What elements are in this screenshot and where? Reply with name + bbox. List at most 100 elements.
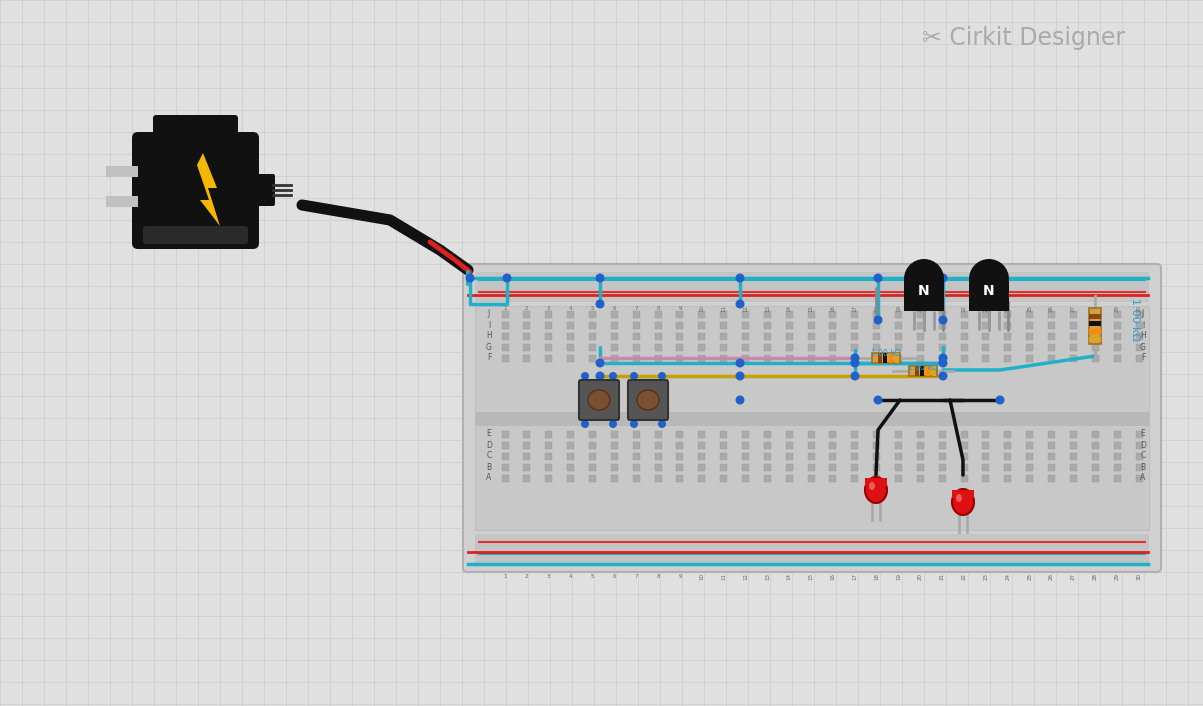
Text: H: H (486, 332, 492, 340)
Bar (865, 478, 887, 486)
Bar (764, 474, 771, 481)
Bar (873, 344, 881, 350)
Text: 17: 17 (852, 573, 858, 580)
Text: 5: 5 (591, 573, 594, 578)
Bar (1092, 354, 1098, 361)
Bar (1089, 314, 1101, 319)
Bar (698, 311, 705, 318)
Circle shape (938, 273, 948, 282)
Bar (873, 474, 881, 481)
Text: 29: 29 (1115, 304, 1120, 311)
Bar (567, 474, 574, 481)
Bar (721, 333, 727, 340)
FancyBboxPatch shape (579, 380, 620, 420)
Bar (742, 333, 749, 340)
Bar (961, 441, 967, 448)
Bar (938, 333, 946, 340)
Bar (698, 344, 705, 350)
Text: 24: 24 (1006, 573, 1011, 580)
Text: 20: 20 (918, 573, 923, 580)
Bar (1005, 431, 1012, 438)
Bar (764, 311, 771, 318)
Bar (742, 464, 749, 470)
Text: 1.00 kΩ: 1.00 kΩ (908, 362, 938, 371)
Text: 17: 17 (852, 304, 858, 311)
Bar (873, 321, 881, 328)
Bar (1069, 453, 1077, 460)
Text: 1: 1 (503, 306, 506, 311)
Bar (698, 354, 705, 361)
Bar (932, 366, 936, 376)
Bar (873, 453, 881, 460)
Bar (961, 431, 967, 438)
Bar (852, 474, 858, 481)
Bar (567, 453, 574, 460)
Ellipse shape (588, 390, 610, 410)
Text: 15: 15 (808, 304, 813, 311)
Text: 24: 24 (1006, 304, 1011, 311)
Text: 13: 13 (765, 304, 770, 311)
Text: B: B (1140, 462, 1145, 472)
Circle shape (581, 372, 589, 380)
Bar (938, 464, 946, 470)
Bar (1026, 464, 1033, 470)
Circle shape (735, 299, 745, 309)
Bar (1048, 441, 1055, 448)
Bar (895, 321, 902, 328)
Bar (917, 441, 924, 448)
Text: 22: 22 (961, 304, 966, 311)
Text: A: A (486, 474, 492, 482)
Bar (852, 311, 858, 318)
Bar (1114, 464, 1121, 470)
Bar (1005, 333, 1012, 340)
Bar (968, 279, 1009, 311)
Ellipse shape (865, 477, 887, 503)
Bar (829, 354, 836, 361)
FancyBboxPatch shape (463, 264, 1161, 572)
Bar (1026, 333, 1033, 340)
Bar (1069, 311, 1077, 318)
Bar (502, 474, 509, 481)
Text: 26: 26 (1049, 304, 1054, 311)
Bar (786, 453, 793, 460)
Bar (654, 354, 662, 361)
Text: 21: 21 (940, 573, 944, 580)
Bar (872, 353, 900, 363)
Bar (698, 321, 705, 328)
Text: 11: 11 (721, 304, 727, 311)
Bar (903, 279, 944, 311)
Text: 28: 28 (1092, 573, 1098, 580)
Circle shape (503, 273, 511, 282)
Bar (567, 441, 574, 448)
Bar (1092, 333, 1098, 340)
Bar (961, 354, 967, 361)
Bar (589, 431, 595, 438)
Text: 4: 4 (569, 306, 573, 311)
Circle shape (938, 359, 948, 368)
FancyBboxPatch shape (143, 226, 248, 244)
Circle shape (851, 371, 859, 381)
Ellipse shape (956, 494, 962, 502)
Bar (523, 453, 531, 460)
Circle shape (851, 359, 859, 368)
Bar (983, 431, 989, 438)
Bar (676, 354, 683, 361)
FancyBboxPatch shape (132, 132, 259, 249)
Bar (1005, 441, 1012, 448)
Text: N: N (983, 284, 995, 298)
Bar (983, 453, 989, 460)
Text: 2: 2 (526, 573, 528, 578)
Text: 14: 14 (787, 573, 792, 580)
Circle shape (938, 371, 948, 381)
Text: E: E (1140, 429, 1145, 438)
Bar (1136, 344, 1143, 350)
Bar (721, 321, 727, 328)
Bar (589, 474, 595, 481)
Text: G: G (486, 342, 492, 352)
Circle shape (873, 316, 883, 325)
Bar (698, 453, 705, 460)
Bar (764, 431, 771, 438)
Text: 8: 8 (657, 306, 659, 311)
Bar (654, 321, 662, 328)
Bar (1048, 453, 1055, 460)
